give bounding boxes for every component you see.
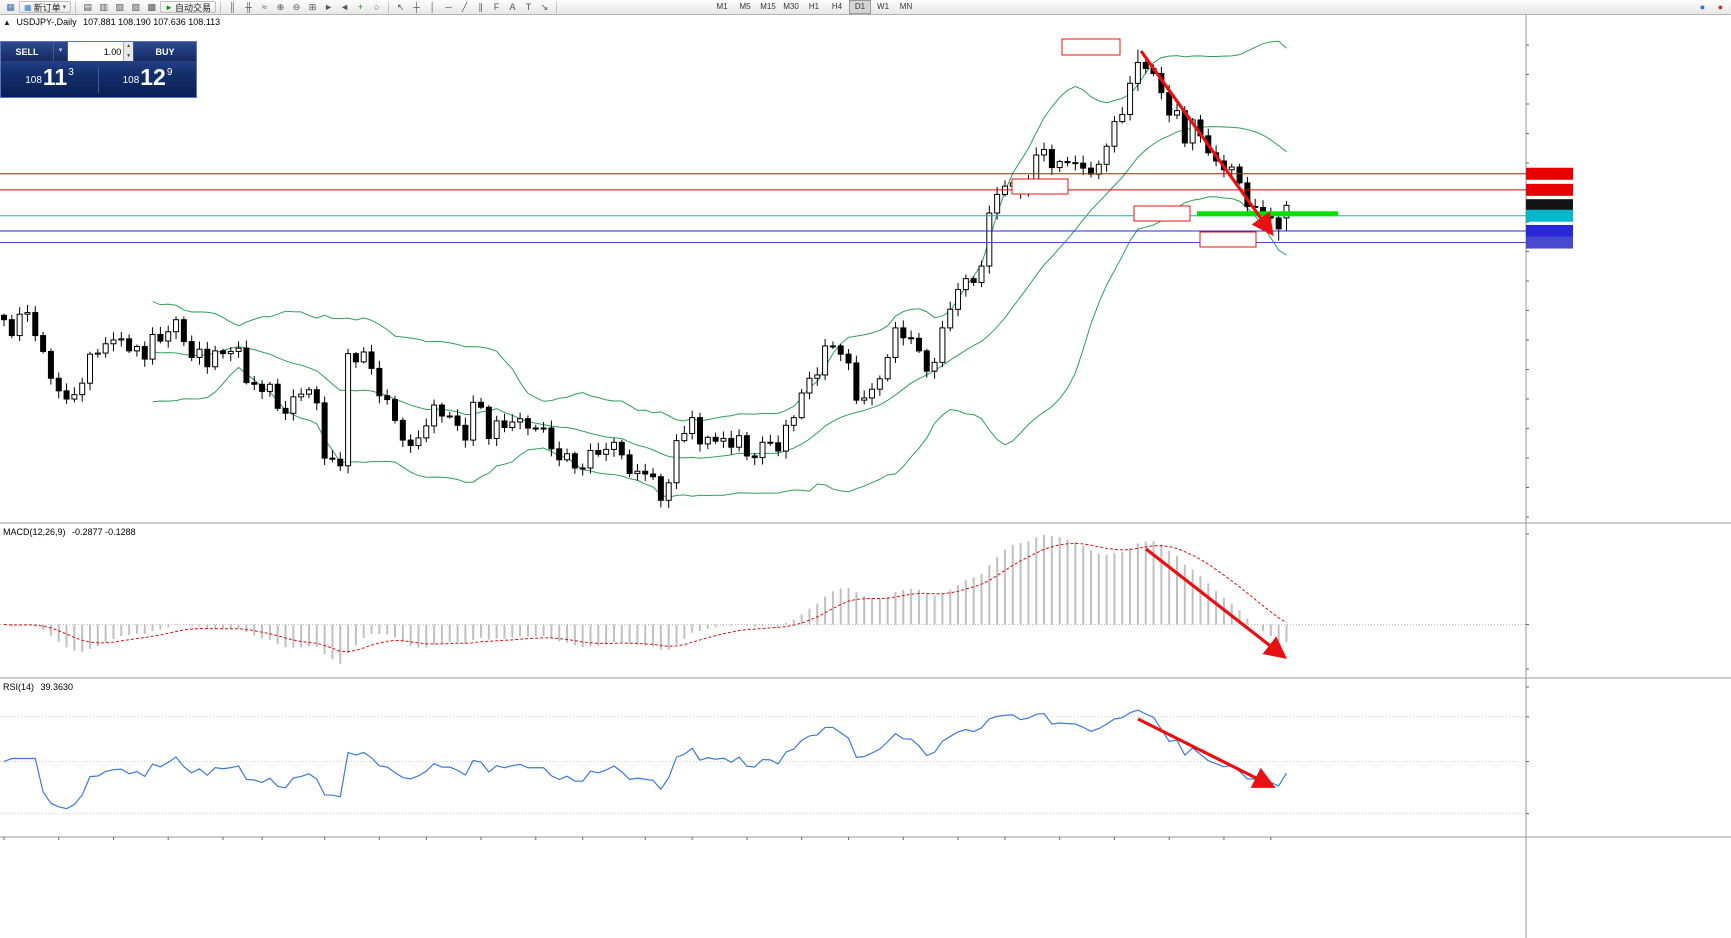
horizontal-line-icon[interactable]: ─ [445,2,452,12]
rsi-current-value: 39.3630 [40,682,74,692]
toolbar-separator [388,1,390,13]
timeframe-w1-button[interactable]: W1 [877,2,890,11]
one-click-trading-panel: SELL ▾ ▲ ▼ BUY 108 11 3 108 12 9 [0,41,197,98]
new-order-icon: ▦ [24,2,32,12]
one-click-toggle-icon[interactable]: ▲ [3,18,11,27]
data-window-icon[interactable]: ▥ [99,2,108,12]
macd-indicator-title: MACD(12,26,9) -0.2877 -0.1288 [3,527,136,537]
price-tag [1526,183,1573,196]
chart-shift-icon[interactable]: ◄ [340,2,349,12]
cursor-icon[interactable]: ↖ [396,2,405,12]
timeframe-group: M1 M5 M15 M30 H1 H4 D1 W1 MN [711,0,917,14]
channel-icon[interactable]: ∥ [478,2,483,12]
navigator-icon[interactable]: ▧ [115,2,124,12]
timeframe-d1-button[interactable]: D1 [849,0,872,14]
chart-ohlc-info: ▲ USDJPY-,Daily 107.881 108.190 107.636 … [3,17,220,27]
notification-icon[interactable]: ● [1717,2,1724,12]
timeframe-m30-button[interactable]: M30 [783,2,799,11]
price-divider [98,67,99,93]
trendline-icon[interactable]: ╱ [461,2,468,12]
symbol-name: USDJPY-,Daily [16,17,77,27]
buy-price-big: 12 [140,64,166,90]
sell-price-prefix: 108 [25,75,42,86]
sell-price[interactable]: 108 11 3 [1,64,98,93]
toolbar-separator [556,1,558,13]
buy-price-sup: 9 [166,67,173,78]
line-chart-icon[interactable]: ≈ [262,2,267,12]
play-icon: ► [165,2,174,12]
macd-signal-line [3,542,1287,653]
timeframe-h1-button[interactable]: H1 [808,2,820,11]
price-annotation[interactable] [1011,178,1069,195]
price-tag [1526,236,1573,249]
timeframe-h4-button[interactable]: H4 [831,2,843,11]
sell-price-big: 11 [42,64,68,90]
price-annotation[interactable] [1061,38,1121,56]
price-tag [1526,209,1573,222]
new-order-button[interactable]: ▦ 新订单 ▾ [19,1,72,13]
volume-stepper-up[interactable]: ▲ [126,43,132,49]
label-icon[interactable]: T [525,2,532,12]
crosshair-icon[interactable]: ┼ [413,2,420,12]
vertical-line-icon[interactable]: │ [429,2,436,12]
ohlc-values: 107.881 108.190 107.636 108.113 [83,17,221,27]
new-order-label: 新订单 [33,2,61,13]
rsi-trend-arrow[interactable] [1137,717,1276,788]
bollinger-upper-line [152,40,1287,422]
rsi-line [3,709,1287,810]
auto-scroll-icon[interactable]: ► [324,2,333,12]
price-tag [1526,199,1573,212]
top-toolbar: ▦ ▦ 新订单 ▾ ▤ ▥ ▧ ▨ ▩ ► 自动交易 ║ ╫ ≈ ⊕ ⊖ ⊞ ► ◄ + ○ ↖ ┼ │ ─ ╱ ∥… [0,0,1731,15]
indicators-icon[interactable]: + [357,2,364,12]
autotrading-label: 自动交易 [175,2,212,13]
fibonacci-icon[interactable]: F [493,2,500,12]
zoom-out-icon[interactable]: ⊖ [292,2,301,12]
cycles-icon[interactable]: ○ [373,2,380,12]
terminal-icon[interactable]: ▨ [131,2,140,12]
autotrading-button[interactable]: ► 自动交易 [160,1,217,13]
timeframe-m5-button[interactable]: M5 [739,2,751,11]
chart-canvas[interactable] [0,15,1731,938]
macd-histogram [10,534,1288,664]
sell-price-sup: 3 [68,67,74,78]
buy-price-prefix: 108 [122,75,140,86]
timeframe-m1-button[interactable]: M1 [716,2,728,11]
macd-name: MACD(12,26,9) [3,527,66,537]
toolbar-separator [75,1,77,13]
macd-current-values: -0.2877 -0.1288 [72,527,136,537]
volume-input[interactable] [68,42,124,61]
app-icon[interactable]: ▦ [6,2,15,12]
tile-windows-icon[interactable]: ⊞ [308,2,317,12]
sell-button[interactable]: SELL [1,42,54,61]
volume-stepper-down[interactable]: ▼ [126,52,132,59]
price-tag [1526,224,1573,237]
strategy-tester-icon[interactable]: ▩ [147,2,156,12]
market-watch-icon[interactable]: ▤ [83,2,92,12]
rsi-name: RSI(14) [3,682,35,692]
chevron-down-icon: ▾ [62,4,67,11]
candles-layer [1,49,1290,508]
macd-trend-arrow[interactable] [1145,547,1288,659]
candlestick-icon[interactable]: ╫ [245,2,252,12]
buy-price[interactable]: 108 12 9 [99,64,196,93]
rsi-indicator-title: RSI(14) 39.3630 [3,682,73,692]
bar-chart-icon[interactable]: ║ [229,2,236,12]
text-icon[interactable]: A [509,2,516,12]
price-annotation[interactable] [1133,205,1191,222]
sell-dropdown-icon[interactable]: ▾ [54,42,68,61]
price-tag [1526,167,1573,180]
chart-window: ▲ USDJPY-,Daily 107.881 108.190 107.636 … [0,15,1731,938]
toolbar-separator [220,1,222,13]
timeframe-m15-button[interactable]: M15 [760,2,776,11]
price-annotation[interactable] [1199,231,1257,248]
zoom-in-icon[interactable]: ⊕ [276,2,285,12]
arrows-icon[interactable]: ↘ [540,2,549,12]
timeframe-mn-button[interactable]: MN [899,2,913,11]
bollinger-middle-line [152,126,1287,459]
community-icon[interactable]: ● [1699,2,1706,12]
main-trend-arrow[interactable] [1139,50,1274,237]
buy-button[interactable]: BUY [133,42,196,61]
